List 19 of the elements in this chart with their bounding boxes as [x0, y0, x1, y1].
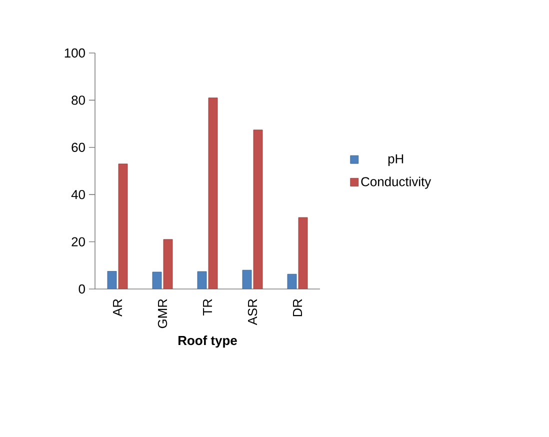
bar [163, 239, 173, 289]
legend-label: pH [388, 154, 404, 166]
x-tick-label: TR [203, 299, 212, 316]
x-axis-title: Roof type [178, 336, 237, 348]
y-tick-label: 100 [64, 48, 85, 58]
y-tick-label: 0 [78, 284, 85, 294]
legend-label: Conductivity [361, 176, 432, 189]
x-tick-label: GMR [158, 299, 168, 328]
bar [253, 130, 263, 289]
x-tick-label: AR [113, 299, 122, 316]
x-tick-label: DR [293, 299, 302, 316]
bar [118, 164, 128, 289]
bar [298, 217, 308, 289]
y-tick-label: 20 [72, 237, 85, 246]
bar [208, 98, 218, 289]
y-tick-label: 40 [71, 190, 85, 200]
y-tick-label: 80 [72, 96, 85, 105]
x-tick-label: ASR [248, 299, 258, 326]
y-tick-label: 60 [72, 142, 85, 152]
